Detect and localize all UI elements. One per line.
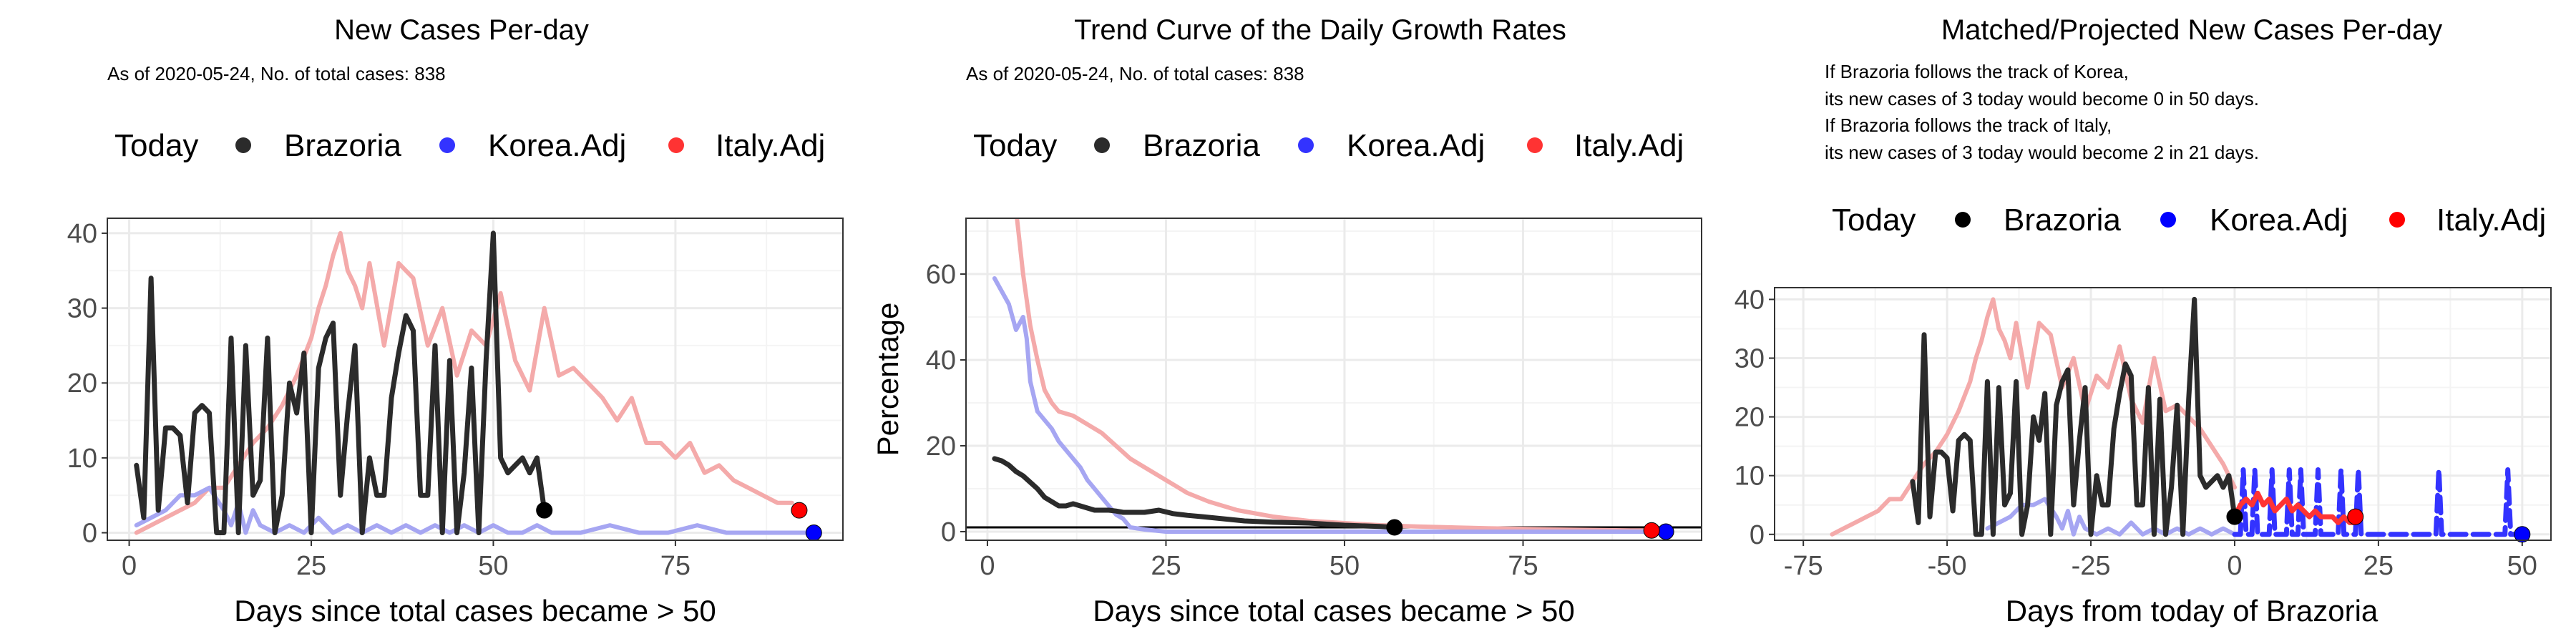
- chart-title: New Cases Per-day: [334, 14, 589, 46]
- y-tick-label: 10: [67, 444, 97, 474]
- y-axis-label: Percentage: [871, 303, 904, 457]
- chart-subtitle: As of 2020-05-24, No. of total cases: 83…: [966, 63, 1304, 84]
- legend-marker-brazoria: [1955, 212, 1971, 228]
- y-tick-label: 30: [67, 294, 97, 324]
- series-group: [992, 218, 1662, 534]
- legend-title: Today: [1832, 203, 1916, 238]
- chart-title: Trend Curve of the Daily Growth Rates: [1074, 14, 1566, 46]
- chart-subtitle-line: its new cases of 3 today would become 2 …: [1825, 142, 2259, 163]
- chart-subtitle-line: If Brazoria follows the track of Italy,: [1825, 114, 2112, 136]
- series-line-korea-adj-projected: [2232, 467, 2525, 537]
- legend-marker-korea: [439, 137, 455, 153]
- x-tick-label: 0: [980, 551, 995, 581]
- series-line-korea-adj-history: [1985, 497, 2237, 537]
- chart-subtitle: As of 2020-05-24, No. of total cases: 83…: [107, 63, 446, 84]
- today-point-korea-adj: [805, 525, 822, 542]
- plot-border: [107, 218, 844, 541]
- series-line-brazoria: [992, 456, 1397, 530]
- x-axis-label: Days since total cases became > 50: [1093, 594, 1575, 628]
- x-tick-label: -50: [1928, 551, 1967, 581]
- today-point-italy-adj: [2347, 508, 2364, 525]
- y-tick-label: 20: [67, 369, 97, 399]
- legend-label-korea: Korea.Adj: [1347, 128, 1485, 163]
- legend-marker-korea: [1298, 137, 1314, 153]
- y-tick-label: 20: [926, 431, 956, 462]
- x-tick-label: 50: [478, 551, 508, 581]
- legend-label-korea: Korea.Adj: [488, 128, 626, 163]
- panel-matched-projected: Matched/Projected New Cases Per-day If B…: [1735, 14, 2552, 628]
- series-line-brazoria: [134, 230, 547, 535]
- chart-subtitle-line: If Brazoria follows the track of Korea,: [1825, 61, 2129, 82]
- today-point-korea-adj: [1657, 523, 1674, 540]
- chart-title: Matched/Projected New Cases Per-day: [1941, 14, 2442, 46]
- x-tick-label: 25: [2363, 551, 2394, 581]
- series-group: [134, 230, 809, 535]
- series-group: [1830, 296, 2525, 537]
- x-tick-label: 75: [660, 551, 691, 581]
- legend-label-brazoria: Brazoria: [2004, 203, 2121, 238]
- chart-subtitle-line: its new cases of 3 today would become 0 …: [1825, 88, 2259, 109]
- series-line-brazoria: [1910, 296, 2238, 537]
- y-tick-label: 10: [1735, 462, 1765, 492]
- legend-label-brazoria: Brazoria: [284, 128, 401, 163]
- x-axis-label: Days since total cases became > 50: [234, 594, 716, 628]
- series-line-italy-adj: [1015, 218, 1647, 533]
- plot-area: -75 -50 -25 0 25 50 0 10 20 30 40: [1735, 285, 2552, 581]
- plot-background: [966, 218, 1702, 540]
- legend-marker-brazoria: [235, 137, 251, 153]
- x-tick-label: -75: [1784, 551, 1823, 581]
- panel-growth-rates: Trend Curve of the Daily Growth Rates As…: [871, 14, 1702, 628]
- legend: Today Brazoria Korea.Adj Italy.Adj: [114, 128, 825, 163]
- x-tick-label: 50: [1330, 551, 1360, 581]
- legend-label-brazoria: Brazoria: [1143, 128, 1260, 163]
- panel-new-cases: New Cases Per-day As of 2020-05-24, No. …: [67, 14, 844, 628]
- legend-marker-italy: [1527, 137, 1543, 153]
- legend-label-korea: Korea.Adj: [2210, 203, 2348, 238]
- y-tick-label: 0: [1750, 520, 1765, 550]
- legend-title: Today: [973, 128, 1057, 163]
- series-line-italy-adj-projected: [2232, 490, 2358, 525]
- today-point-italy-adj: [1643, 522, 1660, 539]
- y-tick-label: 40: [1735, 285, 1765, 315]
- y-tick-label: 40: [926, 346, 956, 376]
- plot-border: [965, 218, 1702, 541]
- legend-title: Today: [114, 128, 198, 163]
- y-tick-label: 20: [1735, 403, 1765, 433]
- x-axis-label: Days from today of Brazoria: [2006, 594, 2379, 628]
- series-line-korea-adj: [134, 485, 809, 535]
- y-tick-label: 60: [926, 260, 956, 290]
- today-point-korea-adj: [2514, 526, 2531, 543]
- x-tick-label: 0: [122, 551, 137, 581]
- legend: Today Brazoria Korea.Adj Italy.Adj: [973, 128, 1684, 163]
- y-tick-label: 30: [1735, 344, 1765, 374]
- today-point-brazoria: [2226, 508, 2243, 525]
- plot-area: 0 25 50 75 0 20 40 60: [926, 218, 1702, 581]
- legend: Today Brazoria Korea.Adj Italy.Adj: [1832, 203, 2546, 238]
- x-tick-label: -25: [2072, 551, 2111, 581]
- today-point-brazoria: [1386, 519, 1403, 536]
- plot-area: 0 25 50 75 0 10 20 30 40: [67, 218, 844, 581]
- series-line-korea-adj: [992, 276, 1662, 534]
- x-tick-label: 75: [1508, 551, 1538, 581]
- series-line-italy-adj-history: [1830, 297, 2237, 537]
- plot-border: [1774, 287, 2552, 541]
- x-tick-label: 25: [296, 551, 326, 581]
- today-point-italy-adj: [791, 502, 808, 519]
- legend-label-italy: Italy.Adj: [1574, 128, 1684, 163]
- x-tick-label: 25: [1151, 551, 1181, 581]
- legend-label-italy: Italy.Adj: [716, 128, 825, 163]
- x-tick-label: 50: [2507, 551, 2537, 581]
- y-tick-label: 40: [67, 219, 97, 249]
- y-tick-label: 0: [82, 519, 97, 549]
- x-tick-label: 0: [2227, 551, 2242, 581]
- y-tick-label: 0: [941, 517, 956, 547]
- legend-marker-italy: [668, 137, 684, 153]
- today-point-brazoria: [536, 502, 553, 519]
- legend-label-italy: Italy.Adj: [2436, 203, 2546, 238]
- legend-marker-italy: [2389, 212, 2405, 228]
- legend-marker-korea: [2160, 212, 2176, 228]
- series-line-italy-adj: [134, 230, 794, 535]
- legend-marker-brazoria: [1094, 137, 1110, 153]
